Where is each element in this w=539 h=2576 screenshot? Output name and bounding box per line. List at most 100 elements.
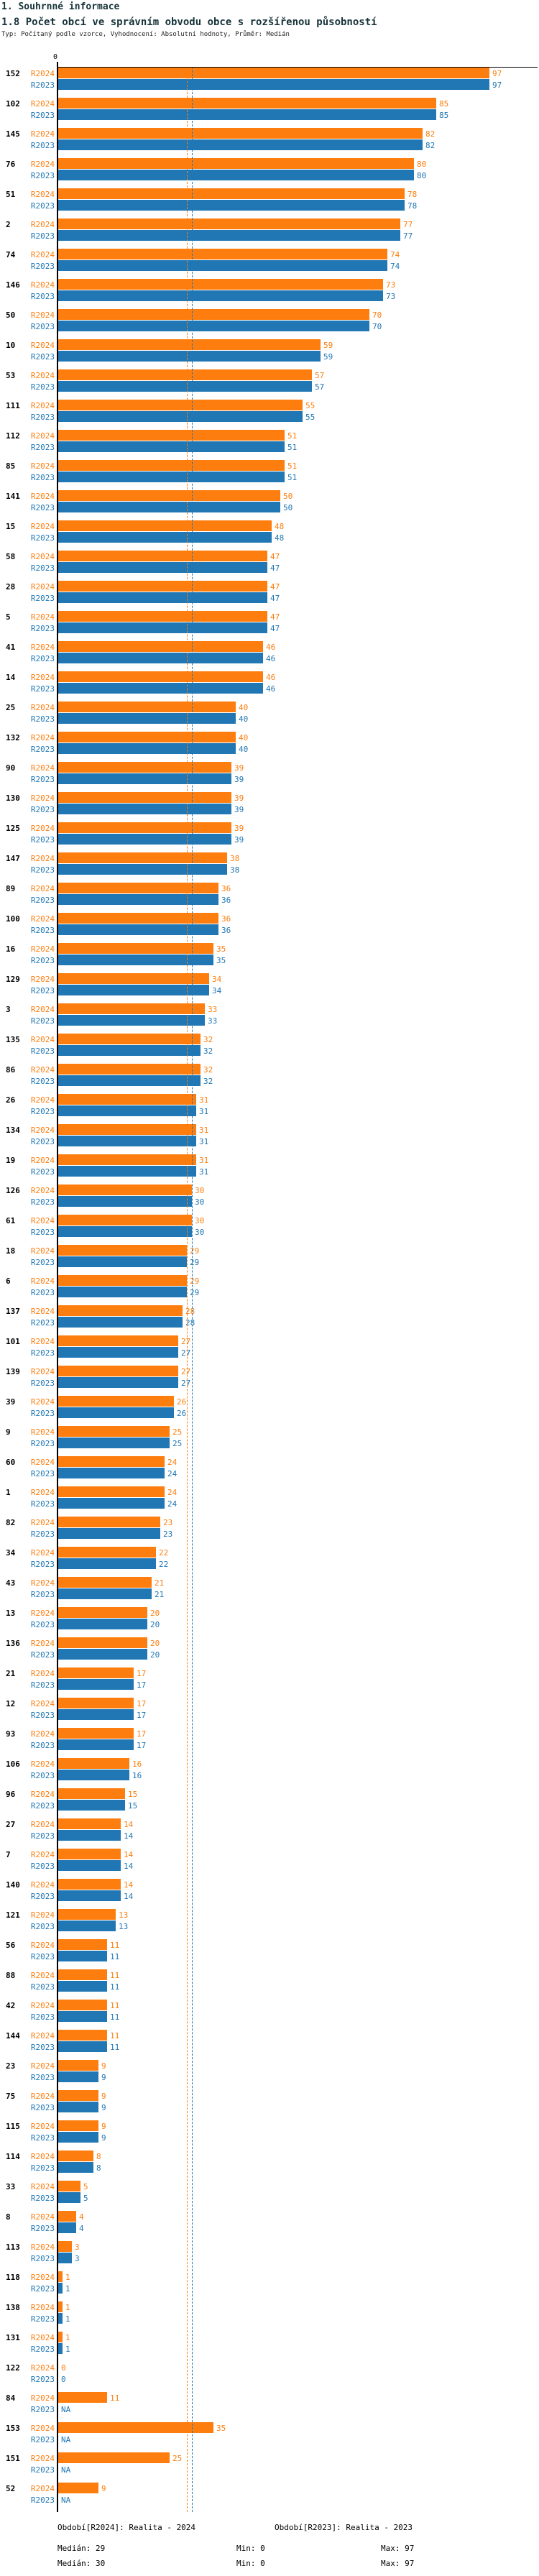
series-label-r2023: R2023 — [30, 2314, 55, 2324]
legend-r2024-max: Max: 97 — [381, 2544, 415, 2553]
series-label-r2023: R2023 — [30, 1167, 55, 1177]
category-label: 12 — [6, 1699, 16, 1708]
bar-r2024 — [58, 1275, 187, 1286]
series-label-r2024: R2024 — [30, 2001, 55, 2010]
series-label-r2024: R2024 — [30, 492, 55, 501]
bar-r2024 — [58, 671, 263, 682]
bar-group: 136 R2024 20 R2023 20 — [0, 1637, 539, 1668]
value-label: 1 — [65, 2273, 70, 2282]
bar-r2023 — [58, 1015, 205, 1026]
legend-r2024-min: Min: 0 — [236, 2544, 265, 2553]
category-label: 126 — [6, 1186, 20, 1195]
bar-r2023 — [58, 79, 489, 90]
value-label: 78 — [407, 201, 418, 211]
series-label-r2023: R2023 — [30, 2254, 55, 2263]
series-label-r2024: R2024 — [30, 703, 55, 712]
bar-r2024 — [58, 158, 414, 169]
bar-r2023 — [58, 1770, 129, 1780]
bar-r2024 — [58, 2452, 170, 2463]
bar-group: 106 R2024 16 R2023 16 — [0, 1758, 539, 1788]
value-label: 32 — [203, 1035, 213, 1044]
bar-r2023 — [58, 1619, 147, 1629]
bar-r2024 — [58, 883, 218, 893]
value-label: 11 — [110, 2393, 120, 2403]
category-label: 153 — [6, 2424, 20, 2433]
series-label-r2023: R2023 — [30, 865, 55, 875]
series-label-r2024: R2024 — [30, 763, 55, 773]
bar-r2023 — [58, 1498, 165, 1509]
chart-title: 1.8 Počet obcí ve správním obvodu obce s… — [1, 17, 377, 28]
value-label: 0 — [61, 2363, 66, 2373]
series-label-r2023: R2023 — [30, 1137, 55, 1146]
series-label-r2023: R2023 — [30, 1982, 55, 1992]
value-label: 35 — [216, 944, 226, 954]
series-label-r2024: R2024 — [30, 1880, 55, 1890]
bar-r2023 — [58, 2283, 63, 2294]
legend-r2023-min: Min: 0 — [236, 2559, 265, 2568]
bar-group: 101 R2024 27 R2023 27 — [0, 1335, 539, 1366]
series-label-r2024: R2024 — [30, 1850, 55, 1859]
value-label: 22 — [159, 1560, 169, 1569]
value-label: 78 — [407, 190, 418, 199]
bar-group: 61 R2024 30 R2023 30 — [0, 1215, 539, 1245]
bar-group: 111 R2024 55 R2023 55 — [0, 400, 539, 430]
bar-r2024 — [58, 339, 321, 350]
series-label-r2023: R2023 — [30, 775, 55, 784]
bar-r2023 — [58, 2102, 98, 2112]
series-label-r2024: R2024 — [30, 1367, 55, 1376]
value-label: 50 — [283, 492, 293, 501]
series-label-r2023: R2023 — [30, 745, 55, 754]
bar-r2024 — [58, 792, 231, 803]
value-label: 17 — [137, 1669, 147, 1678]
category-label: 96 — [6, 1790, 16, 1799]
series-label-r2023: R2023 — [30, 1680, 55, 1690]
value-label: 8 — [96, 2163, 101, 2173]
bar-r2024 — [58, 1335, 178, 1346]
bar-r2023 — [58, 1407, 174, 1418]
series-label-r2024: R2024 — [30, 552, 55, 561]
value-label: 0 — [61, 2375, 66, 2384]
series-label-r2024: R2024 — [30, 371, 55, 380]
bar-r2023 — [58, 2162, 93, 2173]
bar-group: 56 R2024 11 R2023 11 — [0, 1939, 539, 1969]
chart-meta-line: Typ: Počítaný podle vzorce, Vyhodnocení:… — [1, 31, 290, 38]
series-label-r2024: R2024 — [30, 794, 55, 803]
value-label: 35 — [216, 2424, 226, 2433]
category-label: 51 — [6, 190, 16, 199]
series-label-r2023: R2023 — [30, 292, 55, 301]
series-label-r2024: R2024 — [30, 2182, 55, 2191]
bar-r2023 — [58, 804, 231, 814]
value-label: 32 — [203, 1077, 213, 1086]
series-label-r2023: R2023 — [30, 171, 55, 180]
series-label-r2023: R2023 — [30, 141, 55, 150]
value-label: 39 — [234, 763, 244, 773]
bar-group: 75 R2024 9 R2023 9 — [0, 2090, 539, 2120]
category-label: 146 — [6, 280, 20, 290]
series-label-r2023: R2023 — [30, 1590, 55, 1599]
category-label: 93 — [6, 1729, 16, 1739]
category-label: 144 — [6, 2031, 20, 2041]
value-label: 1 — [65, 2345, 70, 2354]
series-label-r2023: R2023 — [30, 1741, 55, 1750]
bar-r2024 — [58, 2090, 98, 2101]
series-label-r2023: R2023 — [30, 2194, 55, 2203]
series-label-r2023: R2023 — [30, 1258, 55, 1267]
bar-group: 23 R2024 9 R2023 9 — [0, 2060, 539, 2090]
bar-r2024 — [58, 249, 387, 259]
bar-group: 137 R2024 28 R2023 28 — [0, 1305, 539, 1335]
series-label-r2024: R2024 — [30, 2092, 55, 2101]
bar-r2023 — [58, 411, 303, 422]
category-label: 141 — [6, 492, 20, 501]
bar-group: 130 R2024 39 R2023 39 — [0, 792, 539, 822]
category-label: 1 — [6, 1488, 11, 1497]
bar-r2024 — [58, 460, 285, 471]
series-label-r2024: R2024 — [30, 944, 55, 954]
series-label-r2023: R2023 — [30, 2224, 55, 2233]
series-label-r2023: R2023 — [30, 1650, 55, 1660]
bar-r2024 — [58, 520, 272, 531]
category-label: 2 — [6, 220, 11, 229]
bar-r2024 — [58, 611, 267, 622]
bar-r2023 — [58, 2041, 107, 2052]
value-label: 39 — [234, 824, 244, 833]
